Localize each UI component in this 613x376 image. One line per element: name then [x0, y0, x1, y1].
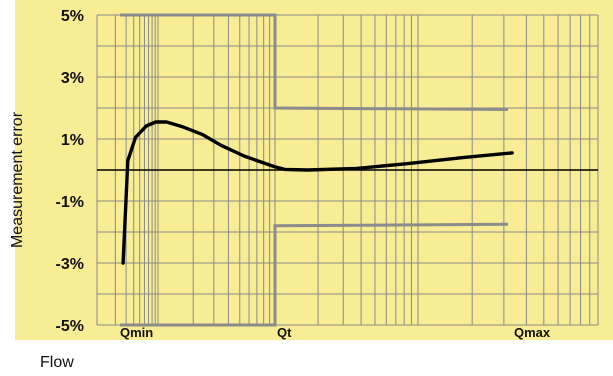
y-tick-label: 3% [61, 70, 84, 87]
upper-limit-line [120, 13, 509, 111]
x-axis-label: Flow [40, 354, 74, 371]
y-axis-label: Measurement error [9, 111, 26, 248]
limit-lines [120, 13, 509, 327]
y-tick-label: -5% [56, 318, 84, 335]
error-curve [121, 120, 514, 265]
x-tick-labels: Qmin Qt Qmax [120, 325, 551, 340]
y-tick-label: 1% [61, 132, 84, 149]
y-tick-label: -3% [56, 256, 84, 273]
x-tick-label: Qmin [120, 325, 153, 340]
y-tick-label: -1% [56, 194, 84, 211]
y-tick-label: 5% [61, 8, 84, 25]
lower-limit-line [120, 222, 509, 327]
y-tick-labels: 5% 3% 1% -1% -3% -5% [56, 8, 84, 335]
x-tick-label: Qmax [514, 325, 551, 340]
error-curve-group [121, 120, 514, 265]
x-tick-label: Qt [277, 325, 292, 340]
